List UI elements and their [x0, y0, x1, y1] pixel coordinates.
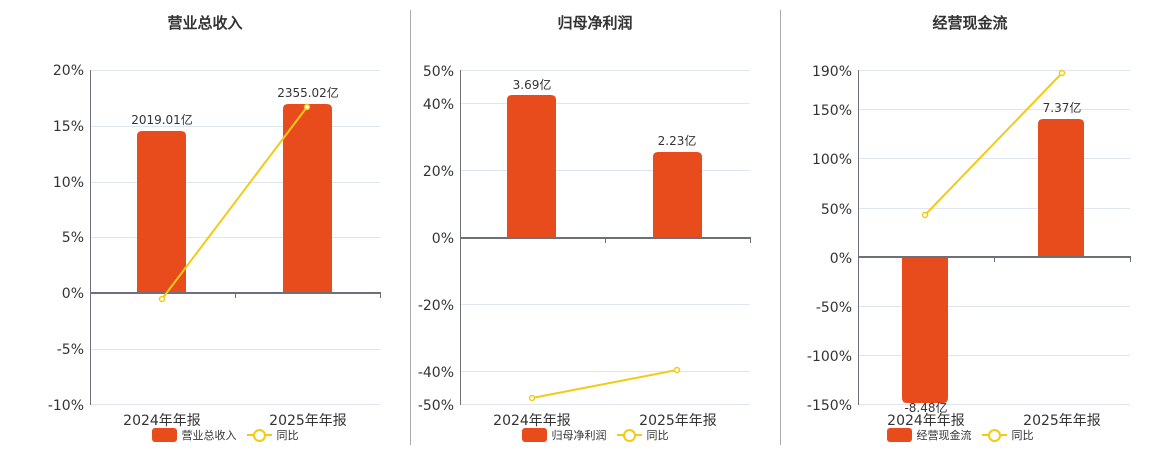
bar-legend-label[interactable]: 经营现金流	[916, 429, 972, 442]
bar-legend-swatch[interactable]	[886, 428, 912, 442]
svg-text:50%: 50%	[821, 202, 852, 218]
svg-text:2025年年报: 2025年年报	[269, 413, 347, 429]
bar-legend-label[interactable]: 营业总收入	[181, 429, 237, 442]
svg-text:-5%: -5%	[57, 342, 84, 358]
svg-text:-100%: -100%	[807, 349, 852, 365]
svg-text:5%: 5%	[62, 230, 84, 246]
zero-axis	[460, 237, 751, 243]
zero-axis	[858, 256, 1131, 262]
line-legend-icon[interactable]	[616, 428, 642, 442]
svg-text:190%: 190%	[812, 64, 852, 80]
chart-panel-operating-cashflow: 经营现金流 190% 150% 100% 50% 0% -50% -100% -…	[780, 0, 1160, 450]
yoy-line	[921, 69, 1066, 219]
x-axis-labels: 2024年年报 2025年年报	[887, 413, 1101, 429]
svg-text:20%: 20%	[53, 63, 84, 79]
svg-text:7.37亿: 7.37亿	[1043, 100, 1082, 115]
bar-legend-swatch[interactable]	[521, 428, 547, 442]
chart-title: 归母净利润	[557, 14, 633, 32]
chart-title: 经营现金流	[932, 14, 1008, 32]
svg-text:-150%: -150%	[807, 398, 852, 414]
line-legend-icon[interactable]	[981, 428, 1007, 442]
bar-2024[interactable]	[902, 257, 948, 403]
chart-plot: 190% 150% 100% 50% 0% -50% -100% -150% -…	[807, 64, 1131, 429]
bar-2025[interactable]	[653, 152, 702, 238]
bar-value-labels: -8.48亿 7.37亿	[904, 100, 1081, 415]
svg-text:-50%: -50%	[418, 398, 454, 414]
svg-text:2024年年报: 2024年年报	[493, 413, 571, 429]
line-legend-label[interactable]: 同比	[646, 429, 669, 442]
svg-text:-10%: -10%	[48, 398, 84, 414]
divider-2	[780, 10, 781, 445]
svg-text:40%: 40%	[423, 97, 454, 113]
chart-panel-revenue: 营业总收入 20% 15% 10% 5% 0% -5% -10% 2019.01…	[0, 0, 410, 450]
svg-text:2024年年报: 2024年年报	[123, 413, 201, 429]
yoy-point[interactable]	[921, 211, 929, 219]
line-legend-label[interactable]: 同比	[276, 429, 299, 442]
chart-title: 营业总收入	[167, 14, 243, 32]
chart-panel-net-profit: 归母净利润 50% 40% 20% 0% -20% -40% -50% 3.69…	[410, 0, 780, 450]
yoy-point[interactable]	[1058, 69, 1066, 77]
chart-plot: 20% 15% 10% 5% 0% -5% -10% 2019.01亿 2355…	[48, 63, 381, 429]
y-axis-labels: 190% 150% 100% 50% 0% -50% -100% -150%	[807, 64, 852, 414]
svg-text:2019.01亿: 2019.01亿	[131, 112, 193, 127]
divider-1	[410, 10, 411, 445]
yoy-point[interactable]	[528, 394, 536, 402]
chart-plot: 50% 40% 20% 0% -20% -40% -50% 3.69亿 2.23…	[418, 64, 751, 429]
svg-text:2025年年报: 2025年年报	[639, 413, 717, 429]
svg-text:-20%: -20%	[418, 298, 454, 314]
y-axis-labels: 20% 15% 10% 5% 0% -5% -10%	[48, 63, 84, 414]
bar-2025[interactable]	[1038, 119, 1084, 257]
bar-value-labels: 3.69亿 2.23亿	[513, 77, 697, 148]
chart-legend: 经营现金流 同比	[760, 427, 1160, 443]
svg-text:10%: 10%	[53, 175, 84, 191]
yoy-point[interactable]	[158, 295, 166, 303]
svg-text:0%: 0%	[830, 251, 852, 267]
line-legend-label[interactable]: 同比	[1011, 429, 1034, 442]
svg-text:20%: 20%	[423, 164, 454, 180]
bar-2024[interactable]	[507, 95, 556, 238]
svg-text:2355.02亿: 2355.02亿	[277, 85, 339, 100]
bar-2024[interactable]	[137, 131, 186, 293]
svg-text:2024年年报: 2024年年报	[887, 413, 965, 429]
zero-axis	[90, 292, 381, 298]
svg-text:-8.48亿: -8.48亿	[904, 400, 947, 415]
bar-legend-swatch[interactable]	[151, 428, 177, 442]
x-axis-labels: 2024年年报 2025年年报	[123, 413, 347, 429]
svg-text:3.69亿: 3.69亿	[513, 77, 552, 92]
chart-legend: 归母净利润 同比	[410, 427, 780, 443]
yoy-point[interactable]	[303, 103, 311, 111]
svg-text:0%: 0%	[432, 231, 454, 247]
x-axis-labels: 2024年年报 2025年年报	[493, 413, 717, 429]
svg-text:150%: 150%	[812, 103, 852, 119]
svg-text:2025年年报: 2025年年报	[1023, 413, 1101, 429]
svg-text:-50%: -50%	[816, 300, 852, 316]
bar-2025[interactable]	[283, 104, 332, 293]
bar-value-labels: 2019.01亿 2355.02亿	[131, 85, 339, 127]
bars	[507, 95, 702, 238]
bars	[902, 119, 1084, 403]
grid-lines	[858, 70, 1130, 405]
svg-text:100%: 100%	[812, 152, 852, 168]
chart-legend: 营业总收入 同比	[40, 427, 410, 443]
bar-legend-label[interactable]: 归母净利润	[551, 429, 607, 442]
yoy-point[interactable]	[673, 366, 681, 374]
bars	[137, 104, 332, 293]
svg-text:15%: 15%	[53, 119, 84, 135]
svg-text:0%: 0%	[62, 286, 84, 302]
y-axis-labels: 50% 40% 20% 0% -20% -40% -50%	[418, 64, 454, 414]
yoy-line	[528, 366, 681, 402]
yoy-line	[158, 103, 311, 303]
svg-text:50%: 50%	[423, 64, 454, 80]
line-legend-icon[interactable]	[246, 428, 272, 442]
svg-text:2.23亿: 2.23亿	[658, 133, 697, 148]
svg-text:-40%: -40%	[418, 365, 454, 381]
